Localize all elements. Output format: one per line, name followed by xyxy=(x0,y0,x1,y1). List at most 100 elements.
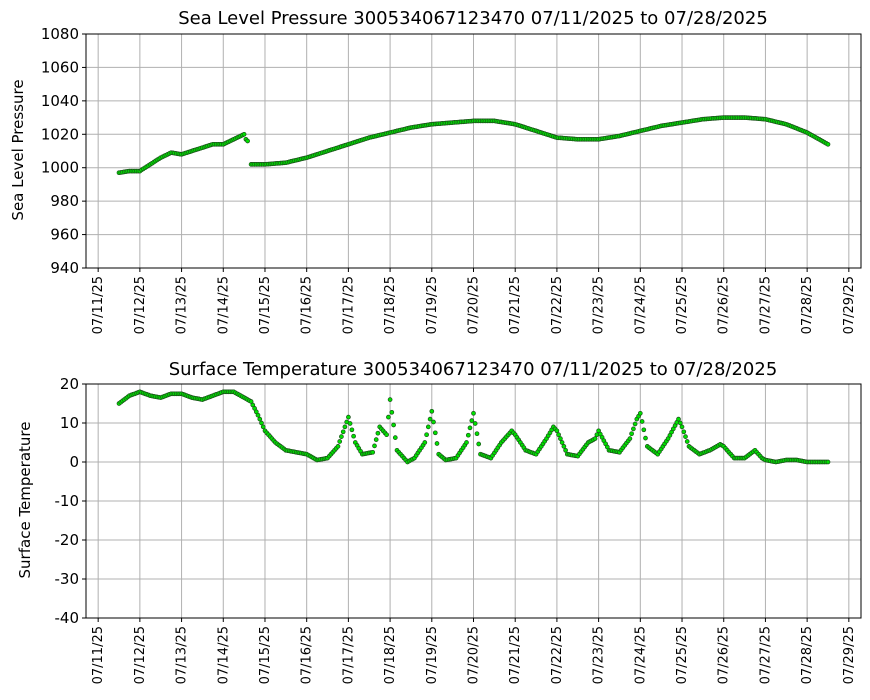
data-point xyxy=(474,431,480,437)
data-point xyxy=(465,432,471,438)
y-tick-label: 1000 xyxy=(41,159,79,177)
data-point xyxy=(641,427,647,433)
data-point xyxy=(684,439,690,444)
x-tick-label: 07/11/25 xyxy=(91,276,106,334)
data-point xyxy=(681,429,687,435)
data-point xyxy=(825,459,831,465)
x-tick-label: 07/16/25 xyxy=(300,626,315,684)
data-point xyxy=(561,444,567,449)
data-point xyxy=(558,436,563,441)
x-tick-label: 07/17/25 xyxy=(341,626,356,684)
x-tick-label: 07/19/25 xyxy=(425,626,440,684)
x-tick-label: 07/12/25 xyxy=(133,626,148,684)
data-point xyxy=(342,424,348,430)
data-point xyxy=(349,427,355,433)
data-point xyxy=(464,440,469,445)
data-point xyxy=(592,436,598,441)
data-point xyxy=(425,424,431,430)
data-point xyxy=(476,441,482,447)
data-point xyxy=(255,412,261,418)
data-point xyxy=(351,433,356,439)
y-axis-label: Surface Temperature xyxy=(16,422,34,579)
x-tick-label: 07/27/25 xyxy=(758,626,773,684)
data-points xyxy=(116,115,831,176)
x-tick-label: 07/15/25 xyxy=(258,276,273,334)
data-point xyxy=(241,131,247,137)
data-point xyxy=(391,422,396,428)
x-tick-label: 07/15/25 xyxy=(258,626,273,684)
y-ticks: -40 -30 -20 -10 0 10 20 xyxy=(55,375,86,627)
data-point xyxy=(631,426,636,432)
y-ticks: 940 960 980 1000 1020 1040 1060 1080 xyxy=(41,25,86,277)
x-tick-label: 07/29/25 xyxy=(842,626,857,684)
data-point xyxy=(257,416,263,422)
y-tick-label: 980 xyxy=(50,192,79,210)
x-tick-label: 07/23/25 xyxy=(592,626,607,684)
x-tick-label: 07/11/25 xyxy=(91,626,106,684)
y-axis-label: Sea Level Pressure xyxy=(9,79,27,220)
data-point xyxy=(432,430,438,436)
x-tick-label: 07/25/25 xyxy=(675,276,690,334)
data-point xyxy=(629,431,634,437)
y-tick-label: 20 xyxy=(60,375,79,393)
grid-lines xyxy=(86,33,861,269)
data-point xyxy=(472,421,478,426)
x-tick-label: 07/25/25 xyxy=(675,626,690,684)
x-tick-label: 07/27/25 xyxy=(758,276,773,334)
x-tick-label: 07/17/25 xyxy=(341,276,356,334)
data-point xyxy=(245,138,250,144)
data-point xyxy=(431,419,436,425)
data-point xyxy=(554,428,560,434)
data-point xyxy=(632,421,638,427)
y-tick-label: 1060 xyxy=(41,58,79,76)
data-point xyxy=(347,421,353,426)
x-tick-label: 07/16/25 xyxy=(300,276,315,334)
data-point xyxy=(392,435,398,440)
x-tick-label: 07/22/25 xyxy=(550,626,565,684)
x-tick-label: 07/20/25 xyxy=(467,626,482,684)
x-tick-label: 07/22/25 xyxy=(550,276,565,334)
y-tick-label: 0 xyxy=(69,453,79,471)
data-point xyxy=(471,410,476,416)
data-point xyxy=(627,436,633,441)
data-point xyxy=(683,434,688,439)
x-tick-label: 07/19/25 xyxy=(425,276,440,334)
y-tick-label: 960 xyxy=(50,226,79,244)
x-tick-label: 07/18/25 xyxy=(383,626,398,684)
data-point xyxy=(427,416,433,422)
y-tick-label: -20 xyxy=(55,531,80,549)
data-point xyxy=(677,420,683,426)
data-point xyxy=(467,425,473,431)
data-point xyxy=(346,414,351,420)
x-tick-label: 07/23/25 xyxy=(592,276,607,334)
x-tick-label: 07/18/25 xyxy=(383,276,398,334)
data-point xyxy=(389,409,395,415)
data-point xyxy=(373,437,379,442)
x-tick-label: 07/14/25 xyxy=(216,626,231,684)
x-tick-label: 07/13/25 xyxy=(175,276,190,334)
data-point xyxy=(384,432,389,438)
x-tick-label: 07/14/25 xyxy=(216,276,231,334)
x-tick-label: 07/29/25 xyxy=(842,276,857,334)
data-point xyxy=(643,435,648,441)
x-tick-label: 07/28/25 xyxy=(800,276,815,334)
x-tick-label: 07/21/25 xyxy=(508,626,523,684)
x-tick-label: 07/20/25 xyxy=(467,276,482,334)
data-point xyxy=(370,449,376,455)
y-tick-label: 10 xyxy=(60,414,79,432)
data-point xyxy=(469,418,475,423)
data-point xyxy=(337,439,343,444)
data-point xyxy=(424,432,429,438)
data-point xyxy=(563,447,568,453)
data-point xyxy=(386,414,391,420)
x-tick-label: 07/26/25 xyxy=(717,276,732,334)
data-point xyxy=(429,408,435,414)
y-tick-label: -10 xyxy=(55,492,80,510)
x-tick-label: 07/26/25 xyxy=(717,626,732,684)
data-point xyxy=(339,434,344,439)
data-point xyxy=(387,397,393,402)
x-tick-label: 07/12/25 xyxy=(133,276,148,334)
data-point xyxy=(259,420,264,426)
x-tick-label: 07/24/25 xyxy=(633,276,648,334)
